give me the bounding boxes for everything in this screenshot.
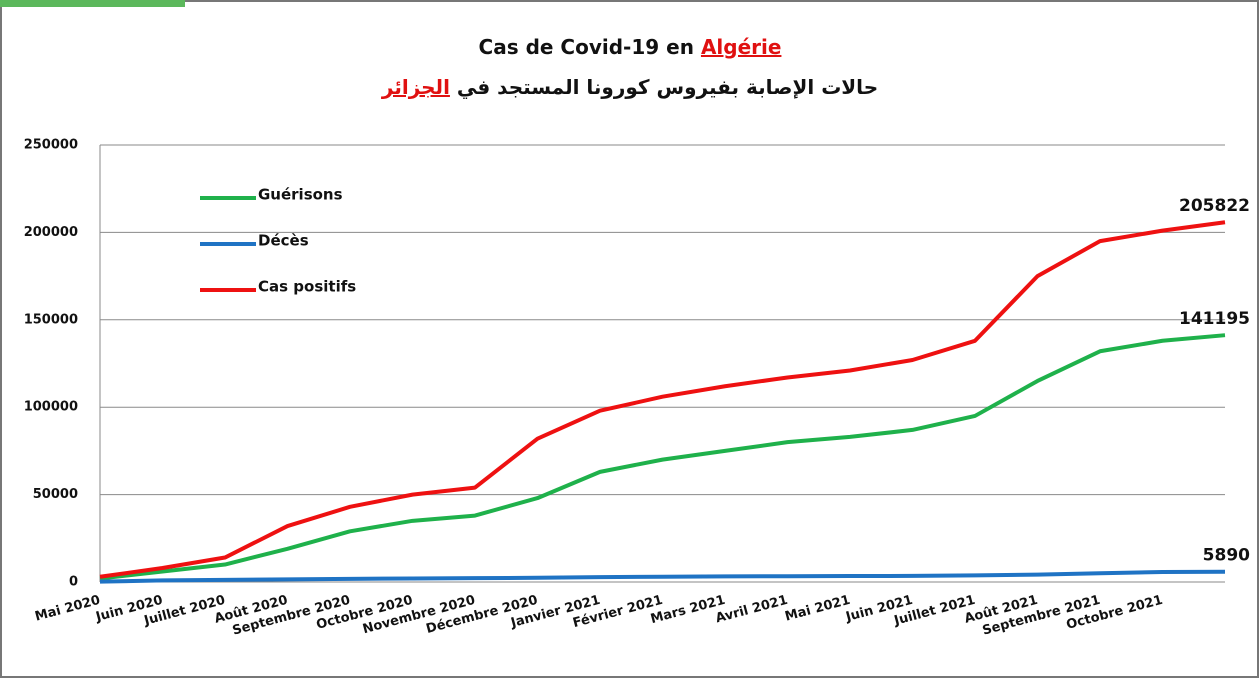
chart-title: Cas de Covid-19 en Algérie <box>479 35 782 59</box>
y-tick-label: 250000 <box>24 138 78 153</box>
legend-label: Décès <box>258 232 309 250</box>
end-label: 5890 <box>1203 546 1250 566</box>
legend-label: Guérisons <box>258 186 343 204</box>
legend-label: Cas positifs <box>258 278 356 296</box>
y-tick-label: 150000 <box>24 312 78 327</box>
end-label: 205822 <box>1179 196 1250 216</box>
y-tick-label: 0 <box>69 575 78 590</box>
series-line <box>99 569 1226 584</box>
series-line <box>99 333 1226 581</box>
chart-subtitle: حالات الإصابة بفيروس كورونا المستجد في ا… <box>381 75 878 100</box>
y-tick-label: 50000 <box>33 487 78 502</box>
y-tick-label: 100000 <box>24 400 78 415</box>
series-line <box>99 220 1226 579</box>
end-label: 141195 <box>1179 309 1250 329</box>
y-tick-label: 200000 <box>24 225 78 240</box>
tab <box>0 0 185 7</box>
